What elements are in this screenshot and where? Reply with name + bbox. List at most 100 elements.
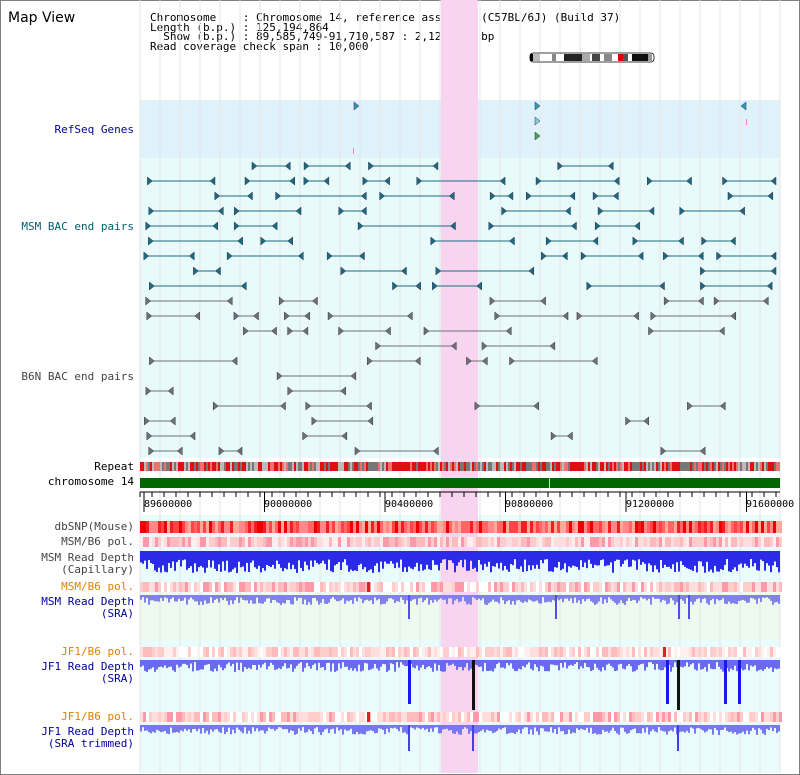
track-label-jf1-read-depth-trimmed[interactable]: JF1 Read Depth (SRA trimmed): [41, 725, 134, 750]
msm-pol-cell: [377, 537, 380, 547]
jf1-pol-cell: [635, 712, 638, 722]
msm-sra-depth-bar: [578, 595, 580, 601]
jf1-trimmed-depth-bar: [216, 725, 218, 730]
msm-pol-cell: [464, 582, 467, 592]
msm-sra-depth-bar: [184, 595, 186, 598]
msm-bac-pair: [362, 176, 369, 186]
repeat-segment: [706, 462, 708, 471]
jf1-sra-depth-bar: [694, 660, 696, 670]
track-label-msm-read-depth-sra[interactable]: MSM Read Depth (SRA): [41, 595, 134, 620]
jf1-pol-cell: [437, 712, 440, 722]
msm-sra-depth-bar: [268, 595, 270, 599]
track-label-msm-b6-pol-1[interactable]: MSM/B6 pol.: [61, 535, 134, 548]
msm-capillary-depth-bar: [472, 551, 474, 569]
msm-sra-depth-bar: [496, 595, 498, 602]
msm-pol-cell: [695, 582, 698, 592]
repeat-segment: [712, 462, 714, 471]
jf1-pol-cell: [470, 647, 473, 657]
jf1-pol-cell: [722, 647, 725, 657]
dbsnp-cell: [299, 521, 302, 533]
msm-pol-cell: [185, 537, 188, 547]
repeat-segment: [448, 462, 450, 471]
msm-sra-depth-bar: [324, 595, 326, 604]
jf1-pol-cell: [356, 647, 359, 657]
repeat-segment: [562, 462, 564, 471]
msm-sra-depth-bar: [762, 595, 764, 598]
msm-capillary-depth-bar: [182, 551, 184, 561]
msm-pol-cell: [569, 537, 572, 547]
msm-sra-depth-bar: [294, 595, 296, 598]
jf1-trimmed-depth-bar: [446, 725, 448, 729]
info-coverage: Read coverage check span : 10,000: [150, 40, 369, 53]
track-label-jf1-b6-pol-2[interactable]: JF1/B6 pol.: [61, 710, 134, 723]
jf1-pol-cell: [476, 712, 479, 722]
msm-capillary-depth-bar: [204, 551, 206, 573]
jf1-pol-cell: [761, 712, 764, 722]
repeat-segment: [670, 462, 672, 471]
msm-capillary-depth-bar: [520, 551, 522, 567]
track-label-msm-read-depth-capillary[interactable]: MSM Read Depth (Capillary): [41, 551, 134, 576]
jf1-sra-depth-bar: [400, 660, 402, 663]
dbsnp-cell: [539, 521, 542, 533]
msm-pol-cell: [527, 582, 530, 592]
msm-capillary-depth-bar: [390, 551, 392, 562]
msm-pol-cell: [698, 537, 701, 547]
jf1-sra-depth-bar: [424, 660, 426, 670]
track-label-msm-b6-pol-2[interactable]: MSM/B6 pol.: [61, 580, 134, 593]
jf1-sra-depth-bar: [146, 660, 148, 672]
jf1-trimmed-depth-bar: [238, 725, 240, 730]
jf1-sra-depth-bar: [498, 660, 500, 663]
jf1-trimmed-depth-bar: [140, 725, 142, 732]
track-label-b6n-bac[interactable]: B6N BAC end pairs: [21, 370, 134, 383]
msm-sra-depth-bar: [668, 595, 670, 604]
jf1-sra-depth-bar: [682, 660, 684, 668]
repeat-segment: [274, 462, 276, 471]
msm-bac-pair: [303, 176, 310, 186]
track-label-jf1-b6-pol-1[interactable]: JF1/B6 pol.: [61, 645, 134, 658]
jf1-pol-cell: [548, 647, 551, 657]
jf1-sra-depth-bar: [516, 660, 518, 672]
msm-bac-pair: [700, 281, 706, 291]
msm-bac-pair: [416, 176, 423, 186]
jf1-sra-depth-bar: [302, 660, 304, 672]
track-label-msm-bac[interactable]: MSM BAC end pairs: [21, 220, 134, 233]
jf1-trimmed-depth-bar: [192, 725, 194, 730]
msm-pol-cell: [281, 537, 284, 547]
jf1-pol-cell: [425, 647, 428, 657]
dbsnp-cell: [680, 521, 683, 533]
msm-pol-cell: [557, 582, 560, 592]
msm-sra-depth-bar: [196, 595, 198, 602]
jf1-pol-cell: [179, 712, 182, 722]
jf1-pol-cell: [362, 712, 365, 722]
track-label-jf1-read-depth-sra[interactable]: JF1 Read Depth (SRA): [41, 660, 134, 685]
msm-capillary-depth-bar: [758, 551, 760, 571]
jf1-pol-cell: [542, 712, 545, 722]
b6n-bac-pair: [481, 356, 488, 366]
repeat-segment: [618, 462, 620, 471]
jf1-sra-depth-bar: [396, 660, 398, 663]
msm-pol-cell: [473, 537, 476, 547]
msm-pol-cell: [239, 537, 242, 547]
repeat-segment: [382, 462, 384, 471]
jf1-pol-cell: [767, 712, 770, 722]
msm-capillary-depth-bar: [410, 551, 412, 569]
msm-capillary-depth-bar: [764, 551, 766, 571]
jf1-pol-cell: [530, 647, 533, 657]
jf1-pol-cell: [386, 712, 389, 722]
msm-pol-cell: [725, 582, 728, 592]
msm-pol-cell: [401, 582, 404, 592]
jf1-pol-cell: [635, 647, 638, 657]
msm-capillary-depth-bar: [740, 551, 742, 564]
msm-pol-cell: [581, 582, 584, 592]
msm-pol-cell: [485, 582, 488, 592]
jf1-trimmed-depth-bar: [208, 725, 210, 735]
track-label-refseq[interactable]: RefSeq Genes: [54, 123, 134, 136]
jf1-pol-cell: [152, 712, 155, 722]
jf1-trimmed-depth-bar: [380, 725, 382, 729]
track-label-dbsnp[interactable]: dbSNP(Mouse): [54, 520, 134, 533]
msm-sra-depth-bar: [226, 595, 228, 601]
repeat-segment: [722, 462, 724, 471]
b6n-bac-pair: [338, 326, 344, 336]
msm-bac-pair: [586, 281, 593, 291]
